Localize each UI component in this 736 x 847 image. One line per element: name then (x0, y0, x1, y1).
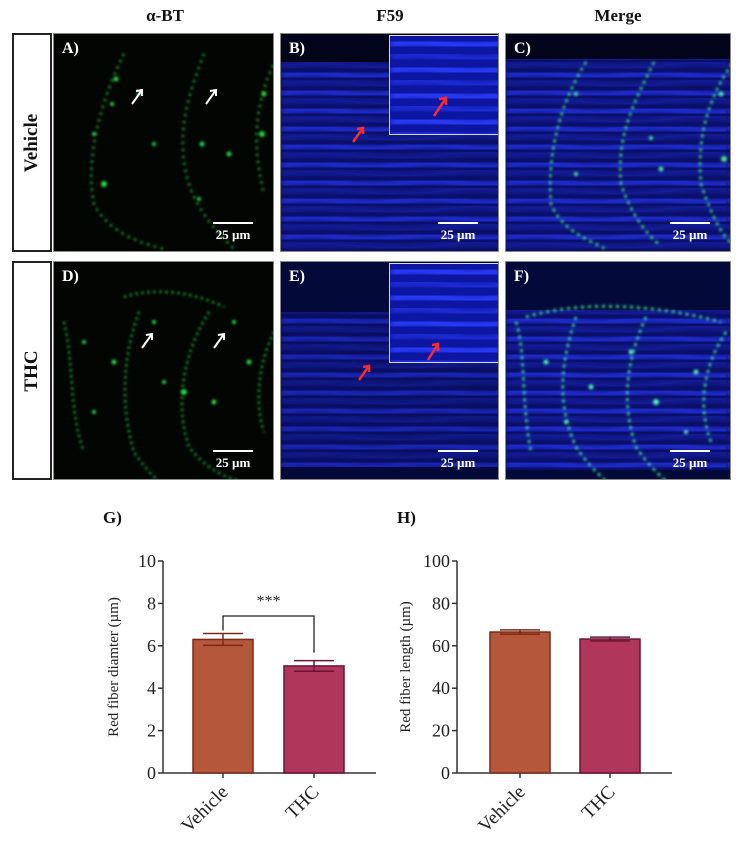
chart-label-g: G) (103, 508, 122, 527)
y-tick-label: 2 (147, 721, 156, 741)
y-tick-label: 60 (432, 636, 450, 656)
y-tick-label: 100 (423, 551, 450, 571)
y-tick-label: 6 (147, 636, 156, 656)
scale-bar: 25 µm (662, 222, 718, 243)
panel-label-f: F) (514, 268, 530, 285)
bar-vehicle (489, 631, 551, 774)
micrograph-panel-d: D) 25 µm (53, 261, 274, 480)
scale-bar-label: 25 µm (440, 227, 476, 242)
column-title-merge: Merge (594, 6, 642, 25)
scale-bar-label: 25 µm (215, 455, 251, 470)
micrograph-panel-c: C) 25 µm (505, 33, 731, 252)
significance-bracket (222, 615, 315, 653)
magnified-inset (389, 263, 498, 363)
panel-label-b: B) (289, 40, 305, 57)
micrograph-panel-a: A) 25 µm (53, 33, 274, 252)
scale-bar: 25 µm (205, 222, 261, 243)
row-label-thc: THC (12, 261, 52, 480)
micrograph-panel-e: E) 25 µm (280, 261, 499, 480)
y-axis-label: Red fiber length (µm) (398, 601, 414, 733)
merged-fluorescence-image (506, 305, 730, 479)
chart-label-h: H) (397, 508, 416, 527)
scale-bar-label: 25 µm (672, 227, 708, 242)
panel-label-d: D) (62, 268, 79, 285)
y-tick-label: 80 (432, 593, 450, 613)
white-arrow-icons (131, 88, 217, 105)
y-tick-label: 0 (147, 763, 156, 783)
micrograph-panel-b: B) 25 µm (280, 33, 499, 252)
bar-thc (283, 665, 345, 774)
y-tick-label: 40 (432, 678, 450, 698)
merged-fluorescence-image (506, 59, 730, 251)
red-arrow-icon (432, 96, 448, 117)
micrograph-panel-f: F) 25 µm (505, 261, 731, 480)
y-tick-label: 20 (432, 721, 450, 741)
chart-h: 0 20 40 60 80 100 Red fiber length (µm) Vehicle… (398, 551, 672, 837)
y-tick-label: 0 (441, 763, 450, 783)
scale-bar: 25 µm (430, 222, 486, 243)
column-title-alpha-bt: α-BT (146, 6, 184, 25)
x-tick-label: THC (282, 782, 324, 824)
y-tick-label: 8 (147, 593, 156, 613)
significance-label: *** (257, 593, 281, 610)
x-tick-label: THC (578, 782, 620, 824)
bar-thc (579, 638, 641, 774)
magnified-inset (389, 35, 498, 135)
y-axis-label: Red fiber diamter (µm) (106, 597, 122, 737)
red-arrow-icon (426, 342, 440, 361)
scale-bar-label: 25 µm (672, 455, 708, 470)
panel-label-e: E) (289, 268, 305, 285)
scale-bar: 25 µm (662, 450, 718, 471)
scale-bar-label: 25 µm (440, 455, 476, 470)
green-fluorescence-image (62, 290, 273, 479)
scale-bar: 25 µm (430, 450, 486, 471)
y-tick-label: 10 (138, 551, 156, 571)
white-arrow-icons (141, 332, 225, 349)
y-tick-label: 4 (147, 678, 156, 698)
red-arrow-icons (351, 126, 365, 143)
bar-vehicle (192, 638, 254, 774)
column-title-f59: F59 (376, 6, 404, 25)
panel-label-c: C) (514, 40, 531, 57)
scale-bar: 25 µm (205, 450, 261, 471)
row-label-vehicle: Vehicle (12, 33, 52, 252)
red-arrow-icons (357, 364, 371, 381)
x-tick-label: Vehicle (177, 782, 232, 837)
x-tick-label: Vehicle (474, 782, 529, 837)
scale-bar-label: 25 µm (215, 227, 251, 242)
green-fluorescence-image (90, 53, 273, 251)
chart-g: 0 2 4 6 8 10 Red fiber diamter (µm) Vehicle THC *… (106, 551, 376, 837)
panel-label-a: A) (62, 40, 79, 57)
